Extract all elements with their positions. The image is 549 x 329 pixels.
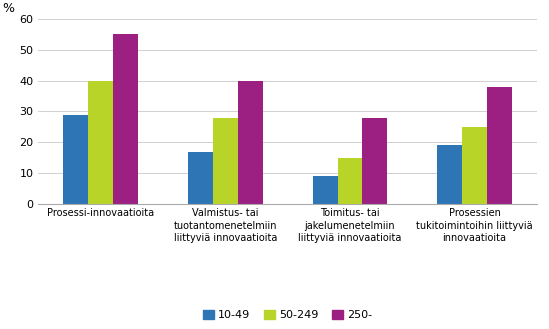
Bar: [312, 176, 338, 204]
Bar: [238, 81, 263, 204]
Bar: [188, 152, 213, 204]
Bar: [487, 87, 512, 204]
Y-axis label: %: %: [3, 2, 15, 15]
Bar: [437, 145, 462, 204]
Bar: [113, 35, 138, 204]
Legend: 10-49, 50-249, 250-: 10-49, 50-249, 250-: [198, 306, 377, 325]
Bar: [63, 114, 88, 204]
Bar: [338, 158, 362, 204]
Bar: [213, 118, 238, 204]
Bar: [462, 127, 487, 204]
Bar: [88, 81, 113, 204]
Bar: [362, 118, 388, 204]
